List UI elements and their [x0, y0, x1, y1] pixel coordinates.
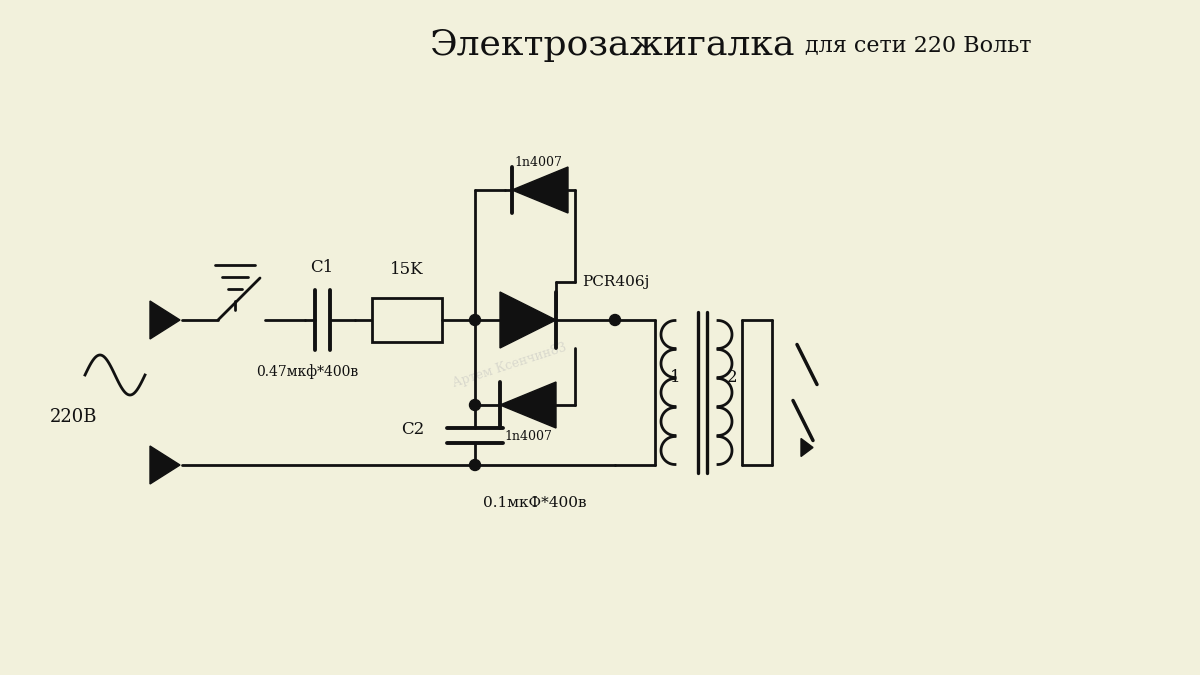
Text: C1: C1	[311, 259, 334, 277]
Circle shape	[469, 460, 480, 470]
Text: 220В: 220В	[50, 408, 97, 426]
Polygon shape	[150, 301, 180, 339]
Circle shape	[469, 315, 480, 325]
Polygon shape	[150, 446, 180, 484]
Text: 2: 2	[727, 369, 737, 386]
Text: 0.47мкф*400в: 0.47мкф*400в	[256, 364, 358, 379]
Text: Артем Ксенчин83: Артем Ксенчин83	[451, 340, 569, 389]
Text: 0.1мкФ*400в: 0.1мкФ*400в	[484, 496, 587, 510]
Text: 1n4007: 1n4007	[514, 155, 562, 169]
Circle shape	[469, 400, 480, 410]
Bar	[372, 298, 442, 342]
Text: для сети 220 Вольт: для сети 220 Вольт	[805, 34, 1032, 56]
Text: 15K: 15K	[390, 261, 424, 279]
Text: PCR406j: PCR406j	[582, 275, 649, 289]
Polygon shape	[512, 167, 568, 213]
Text: 1: 1	[670, 369, 680, 386]
Text: Электрозажигалка: Электрозажигалка	[430, 28, 796, 62]
Text: 1n4007: 1n4007	[504, 431, 552, 443]
Circle shape	[610, 315, 620, 325]
Polygon shape	[500, 382, 556, 428]
Polygon shape	[500, 292, 556, 348]
Text: C2: C2	[401, 421, 425, 439]
Polygon shape	[802, 439, 814, 456]
